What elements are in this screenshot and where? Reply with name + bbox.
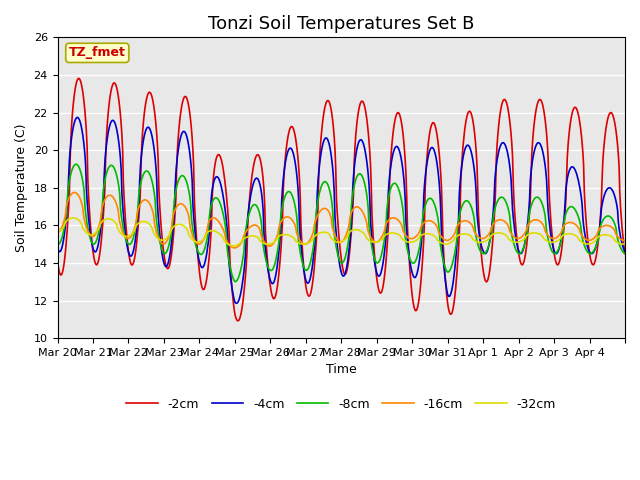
-16cm — [70, 190, 78, 195]
-8cm — [231, 279, 239, 285]
-16cm — [225, 242, 233, 248]
-16cm — [276, 223, 284, 228]
-32cm — [433, 237, 441, 242]
Line: -4cm: -4cm — [58, 118, 625, 303]
-8cm — [54, 241, 61, 247]
-4cm — [254, 176, 262, 182]
-32cm — [69, 215, 77, 221]
-4cm — [54, 245, 61, 251]
-32cm — [401, 238, 409, 244]
-16cm — [121, 233, 129, 239]
Line: -16cm: -16cm — [58, 192, 625, 248]
-8cm — [621, 251, 629, 256]
-2cm — [401, 158, 409, 164]
Text: TZ_fmet: TZ_fmet — [69, 47, 125, 60]
-4cm — [433, 161, 441, 167]
Title: Tonzi Soil Temperatures Set B: Tonzi Soil Temperatures Set B — [208, 15, 474, 33]
-2cm — [121, 208, 129, 214]
-8cm — [433, 211, 441, 217]
-16cm — [230, 245, 238, 251]
-2cm — [276, 264, 284, 270]
-32cm — [621, 241, 629, 247]
-16cm — [254, 224, 262, 229]
-4cm — [74, 115, 81, 120]
-4cm — [121, 227, 129, 232]
-16cm — [54, 230, 61, 236]
-32cm — [230, 243, 237, 249]
-32cm — [121, 233, 129, 239]
-32cm — [276, 233, 284, 239]
Line: -32cm: -32cm — [58, 218, 625, 246]
-8cm — [225, 259, 233, 265]
-2cm — [225, 232, 233, 238]
-4cm — [225, 262, 233, 267]
-2cm — [621, 251, 629, 257]
-8cm — [72, 161, 80, 167]
-8cm — [401, 235, 409, 240]
-2cm — [254, 152, 262, 157]
Line: -8cm: -8cm — [58, 164, 625, 282]
-16cm — [621, 238, 629, 243]
X-axis label: Time: Time — [326, 363, 356, 376]
-32cm — [225, 242, 233, 248]
-16cm — [401, 232, 409, 238]
-4cm — [233, 300, 241, 306]
-2cm — [433, 132, 441, 138]
Y-axis label: Soil Temperature (C): Soil Temperature (C) — [15, 123, 28, 252]
-2cm — [75, 75, 83, 81]
Legend: -2cm, -4cm, -8cm, -16cm, -32cm: -2cm, -4cm, -8cm, -16cm, -32cm — [122, 393, 561, 416]
-4cm — [621, 249, 629, 255]
-8cm — [276, 234, 284, 240]
-8cm — [254, 205, 262, 211]
-4cm — [276, 242, 284, 248]
-8cm — [121, 233, 129, 239]
-2cm — [234, 318, 242, 324]
Line: -2cm: -2cm — [58, 78, 625, 321]
-2cm — [54, 259, 61, 264]
-32cm — [54, 229, 61, 235]
-4cm — [401, 198, 409, 204]
-32cm — [254, 235, 262, 240]
-16cm — [433, 224, 441, 230]
